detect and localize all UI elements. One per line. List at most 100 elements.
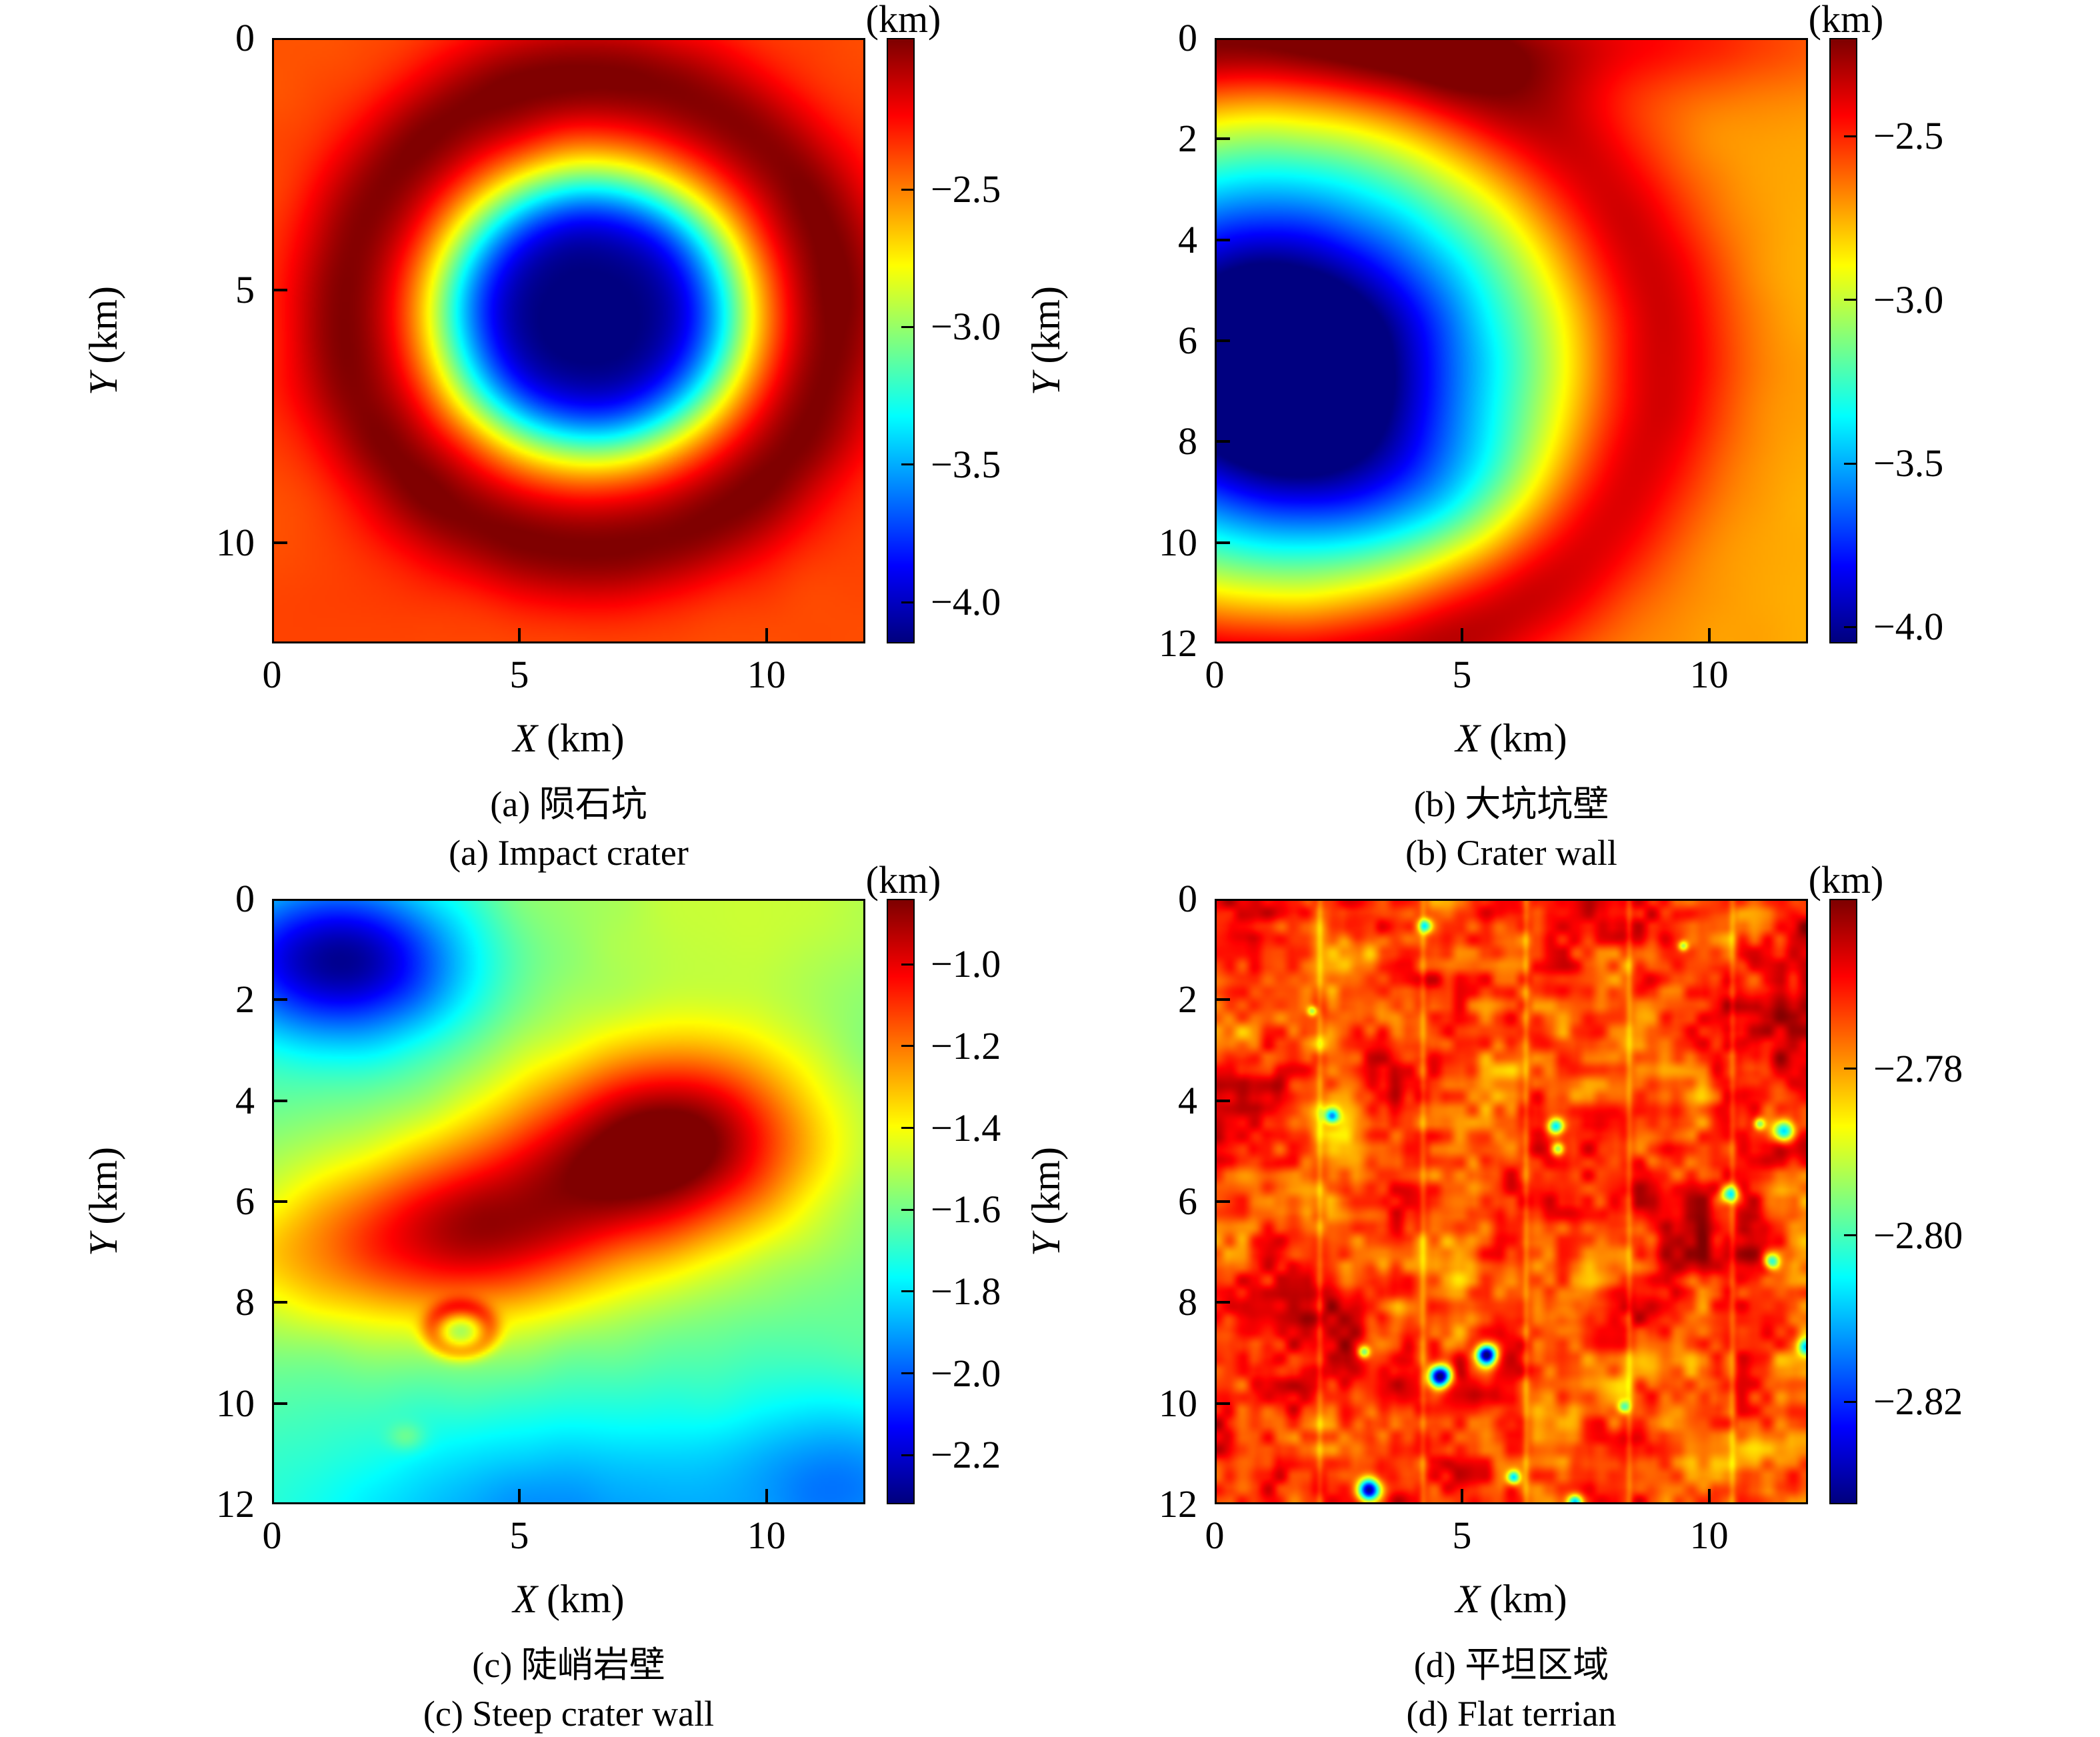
colorbar-tick-label: −3.0 <box>1873 277 1944 321</box>
colorbar-tick-mark <box>1844 135 1856 137</box>
y-tick-mark <box>1217 1200 1230 1203</box>
colorbar-tick-mark <box>1844 625 1856 628</box>
y-tick-label: 10 <box>1159 1381 1197 1425</box>
colorbar-unit-label: (km) <box>865 0 941 41</box>
plot-area-b <box>1215 38 1808 643</box>
y-tick-mark <box>1217 238 1230 241</box>
y-tick-label: 12 <box>216 1482 255 1526</box>
colorbar-unit-label: (km) <box>865 858 941 902</box>
colorbar-tick-label: −2.5 <box>1873 114 1944 158</box>
colorbar-tick-mark <box>901 1127 913 1130</box>
colorbar-tick-mark <box>1844 299 1856 301</box>
x-tick-label: 0 <box>262 1514 282 1557</box>
colorbar-tick-label: −1.2 <box>931 1024 1001 1068</box>
colorbar-tick-label: −2.0 <box>931 1351 1001 1395</box>
colorbar-tick-mark <box>901 1372 913 1375</box>
colorbar-tick-mark <box>1844 462 1856 465</box>
y-tick-label: 0 <box>235 16 255 59</box>
y-tick-label: 4 <box>1178 1078 1197 1122</box>
x-tick-label: 5 <box>509 653 529 696</box>
colorbar-c <box>887 899 915 1504</box>
y-tick-label: 12 <box>1159 621 1197 665</box>
y-tick-label: 2 <box>235 978 255 1022</box>
x-tick-label: 0 <box>1205 1514 1225 1557</box>
y-tick-label: 6 <box>235 1180 255 1223</box>
colorbar-tick-label: −1.4 <box>931 1106 1001 1150</box>
y-tick-label: 12 <box>1159 1482 1197 1526</box>
y-tick-mark <box>274 1099 287 1102</box>
colorbar-tick-mark <box>901 1290 913 1293</box>
caption-en: (d) Flat terrian <box>1406 1694 1617 1734</box>
y-axis-label-unit: (km) <box>81 1146 125 1225</box>
y-tick-label: 8 <box>1178 419 1197 463</box>
x-tick-label: 10 <box>747 1514 786 1557</box>
y-tick-label: 8 <box>235 1280 255 1324</box>
y-axis-label: Y (km) <box>81 1146 125 1257</box>
x-tick-mark <box>1460 1489 1463 1502</box>
caption-en: (c) Steep crater wall <box>423 1694 715 1734</box>
x-tick-label: 5 <box>509 1514 529 1557</box>
x-tick-label: 0 <box>1205 653 1225 696</box>
x-axis-label: X (km) <box>513 1579 624 1619</box>
x-axis-label-var: X <box>1455 716 1481 760</box>
y-axis-label-var: Y <box>81 1234 125 1257</box>
y-axis-label: Y (km) <box>1024 1147 1068 1257</box>
y-tick-mark <box>1217 440 1230 443</box>
colorbar-gradient-c <box>888 900 913 1503</box>
caption-en: (a) Impact crater <box>449 833 689 873</box>
colorbar-tick-label: −4.0 <box>931 580 1001 624</box>
colorbar-tick-mark <box>901 463 913 466</box>
caption-zh: (a) 陨石坑 <box>490 784 647 824</box>
x-axis-label-var: X <box>1455 1577 1481 1621</box>
y-axis-label-var: Y <box>1024 373 1068 396</box>
heatmap-canvas-b <box>1217 40 1806 641</box>
colorbar-gradient-b <box>1831 39 1856 642</box>
y-tick-mark <box>274 289 287 292</box>
y-axis-label-var: Y <box>1024 1234 1068 1257</box>
x-axis-label-var: X <box>513 1577 538 1621</box>
y-tick-mark <box>274 1402 287 1405</box>
y-axis-label-unit: (km) <box>1024 285 1068 364</box>
x-axis-label: X (km) <box>513 718 624 758</box>
colorbar-tick-label: −4.0 <box>1873 605 1944 649</box>
y-axis-label: Y (km) <box>1024 285 1068 396</box>
y-tick-label: 8 <box>1178 1280 1197 1324</box>
y-tick-label: 10 <box>216 520 255 564</box>
caption-zh: (d) 平坦区域 <box>1413 1645 1609 1685</box>
x-tick-label: 10 <box>1689 1514 1729 1557</box>
y-tick-label: 4 <box>235 1078 255 1122</box>
y-axis-label-var: Y <box>81 373 125 396</box>
colorbar-tick-label: −2.80 <box>1873 1213 1963 1257</box>
y-tick-mark <box>1217 137 1230 141</box>
x-tick-mark <box>1707 1489 1711 1502</box>
x-axis-label-unit: (km) <box>547 1577 625 1621</box>
colorbar-tick-label: −3.0 <box>931 305 1001 349</box>
y-tick-label: 6 <box>1178 1180 1197 1223</box>
plot-area-c <box>272 899 865 1504</box>
colorbar-tick-mark <box>901 1208 913 1211</box>
colorbar-tick-label: −1.0 <box>931 942 1001 986</box>
y-tick-mark <box>1217 339 1230 342</box>
y-tick-label: 2 <box>1178 117 1197 161</box>
x-tick-mark <box>1707 628 1711 641</box>
plot-area-d <box>1215 899 1808 1504</box>
colorbar-unit-label: (km) <box>1808 858 1884 902</box>
caption-zh: (c) 陡峭岩壁 <box>472 1645 665 1685</box>
colorbar-tick-label: −1.6 <box>931 1188 1001 1232</box>
x-tick-label: 5 <box>1452 1514 1472 1557</box>
y-tick-mark <box>274 541 287 544</box>
y-tick-label: 10 <box>216 1381 255 1425</box>
x-axis-label-unit: (km) <box>1489 1577 1567 1621</box>
x-tick-mark <box>765 628 768 641</box>
y-tick-label: 2 <box>1178 978 1197 1022</box>
colorbar-tick-label: −3.5 <box>1873 441 1944 485</box>
x-axis-label: X (km) <box>1455 1579 1567 1619</box>
y-axis-label-unit: (km) <box>81 285 125 364</box>
colorbar-tick-mark <box>901 188 913 191</box>
x-axis-label-unit: (km) <box>547 716 625 760</box>
y-tick-label: 0 <box>1178 877 1197 920</box>
colorbar-tick-label: −2.5 <box>931 167 1001 211</box>
x-axis-label: X (km) <box>1455 718 1567 758</box>
y-tick-mark <box>274 1301 287 1304</box>
